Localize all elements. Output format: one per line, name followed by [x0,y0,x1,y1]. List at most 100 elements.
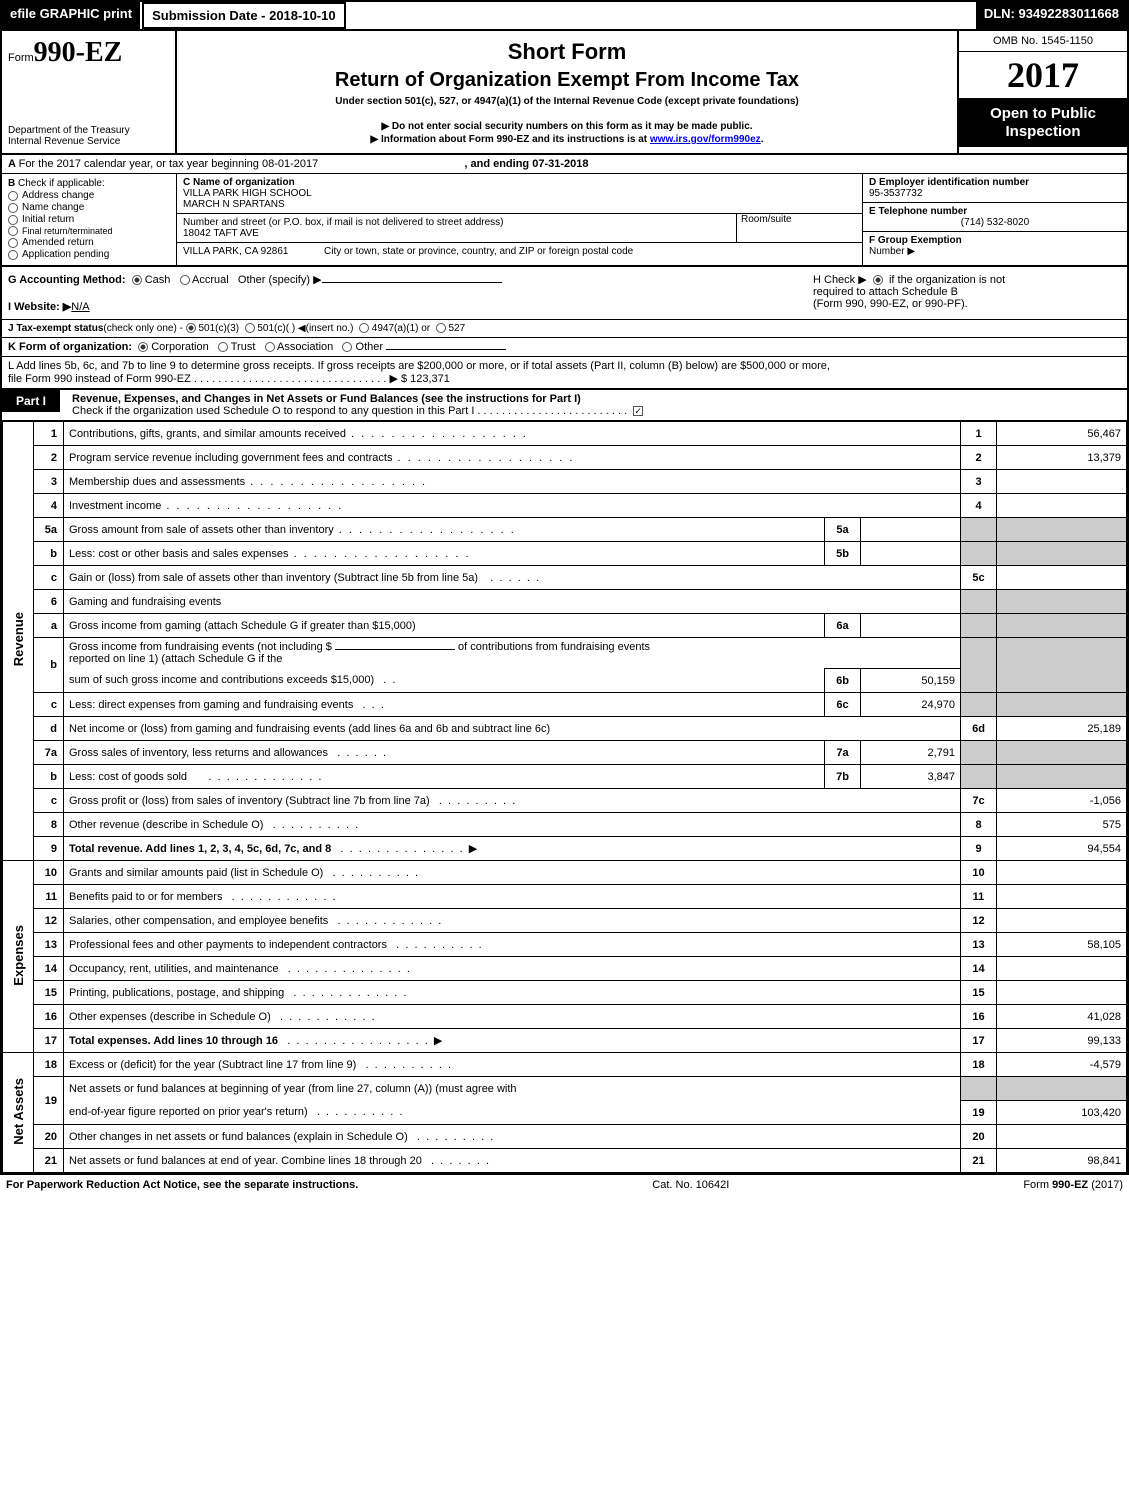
chk-initial-return[interactable] [8,215,18,225]
j-o1: 501(c)(3) [198,323,239,334]
radio-cash[interactable] [132,275,142,285]
radio-accrual[interactable] [180,275,190,285]
b-item-1: Name change [22,202,84,213]
l5c-onum: 5c [961,566,997,590]
l6-desc: Gaming and fundraising events [64,590,961,614]
l5c-no: c [34,566,64,590]
l7b-inum: 7b [825,765,861,789]
l7c-desc: Gross profit or (loss) from sales of inv… [64,789,961,813]
topbar-spacer [346,2,976,29]
footer-left: For Paperwork Reduction Act Notice, see … [6,1179,358,1191]
l9-desc: Total revenue. Add lines 1, 2, 3, 4, 5c,… [64,837,961,861]
sidelabel-expenses: Expenses [3,861,34,1053]
chk-address-change[interactable] [8,191,18,201]
header-right: OMB No. 1545-1150 2017 Open to Public In… [957,31,1127,153]
l5c-desc: Gain or (loss) from sale of assets other… [64,566,961,590]
l5a-oval-shade [997,518,1127,542]
sidelabel-netassets: Net Assets [3,1053,34,1173]
l14-no: 14 [34,957,64,981]
l6c-inum: 6c [825,693,861,717]
h-text1: H Check ▶ [813,274,867,286]
l13-onum: 13 [961,933,997,957]
radio-assoc[interactable] [265,342,275,352]
l18-onum: 18 [961,1053,997,1077]
subtitle-section: Under section 501(c), 527, or 4947(a)(1)… [187,96,947,107]
org-name-2: MARCH N SPARTANS [183,199,285,210]
l3-oval [997,470,1127,494]
l3-desc: Membership dues and assessments [64,470,961,494]
l3-no: 3 [34,470,64,494]
col-c: C Name of organization VILLA PARK HIGH S… [177,174,862,265]
radio-501c3[interactable] [186,323,196,333]
radio-trust[interactable] [218,342,228,352]
l-text2: file Form 990 instead of Form 990-EZ . .… [8,373,450,385]
l4-onum: 4 [961,494,997,518]
l14-desc: Occupancy, rent, utilities, and maintena… [64,957,961,981]
chk-schedule-o[interactable] [633,406,643,416]
org-name-1: VILLA PARK HIGH SCHOOL [183,188,312,199]
l6a-desc: Gross income from gaming (attach Schedul… [64,614,825,638]
radio-corp[interactable] [138,342,148,352]
l9-oval: 94,554 [997,837,1127,861]
l1-desc: Contributions, gifts, grants, and simila… [64,422,961,446]
l13-no: 13 [34,933,64,957]
l10-no: 10 [34,861,64,885]
j-paren: (check only one) - [103,323,185,334]
l2-onum: 2 [961,446,997,470]
sub3-post: . [761,134,764,145]
l5a-no: 5a [34,518,64,542]
l7c-no: c [34,789,64,813]
chk-name-change[interactable] [8,203,18,213]
title-short-form: Short Form [187,39,947,65]
a-text-mid: , and ending 07-31-2018 [464,158,588,170]
l6a-onum-shade [961,614,997,638]
l6b-inum: 6b [825,669,861,693]
l6-no: 6 [34,590,64,614]
j-o3: 4947(a)(1) or [372,323,430,334]
row-k: K Form of organization: Corporation Trus… [2,338,1127,357]
a-text-pre: For the 2017 calendar year, or tax year … [19,158,319,170]
k-o3: Association [277,341,333,353]
radio-527[interactable] [436,323,446,333]
dept1: Department of the Treasury [8,125,169,136]
header-left: Form990-EZ Department of the Treasury In… [2,31,177,153]
irs-link[interactable]: www.irs.gov/form990ez [650,134,761,145]
form-number: Form990-EZ [8,37,169,69]
submission-date: Submission Date - 2018-10-10 [142,2,346,29]
l5a-inum: 5a [825,518,861,542]
l19-oval: 103,420 [997,1101,1127,1125]
footer: For Paperwork Reduction Act Notice, see … [0,1175,1129,1195]
subtitle-info: ▶ Information about Form 990-EZ and its … [187,134,947,145]
row-ghi: G Accounting Method: Cash Accrual Other … [2,267,1127,320]
l5a-onum-shade [961,518,997,542]
ein-value: 95-3537732 [869,188,922,199]
l7b-onum-shade [961,765,997,789]
chk-amended-return[interactable] [8,238,18,248]
l7a-inum: 7a [825,741,861,765]
l14-onum: 14 [961,957,997,981]
l21-onum: 21 [961,1149,997,1173]
g-accrual: Accrual [192,274,229,286]
part1-header: Part I Revenue, Expenses, and Changes in… [2,390,1127,421]
city-value: VILLA PARK, CA 92861 [183,246,288,257]
l7b-desc: Less: cost of goods sold . . . . . . . .… [64,765,825,789]
radio-other-org[interactable] [342,342,352,352]
l21-no: 21 [34,1149,64,1173]
l6c-desc: Less: direct expenses from gaming and fu… [64,693,825,717]
footer-mid: Cat. No. 10642I [652,1179,729,1191]
radio-4947[interactable] [359,323,369,333]
l20-desc: Other changes in net assets or fund bala… [64,1125,961,1149]
l20-no: 20 [34,1125,64,1149]
l6b-no: b [34,638,64,693]
l7b-inval: 3,847 [861,765,961,789]
part1-title: Revenue, Expenses, and Changes in Net As… [72,393,581,405]
chk-h[interactable] [873,275,883,285]
chk-final-return[interactable] [8,226,18,236]
radio-501c[interactable] [245,323,255,333]
l11-oval [997,885,1127,909]
efile-print-button[interactable]: efile GRAPHIC print [2,2,140,29]
l12-desc: Salaries, other compensation, and employ… [64,909,961,933]
chk-application-pending[interactable] [8,250,18,260]
l9-no: 9 [34,837,64,861]
open1: Open to Public [963,105,1123,123]
